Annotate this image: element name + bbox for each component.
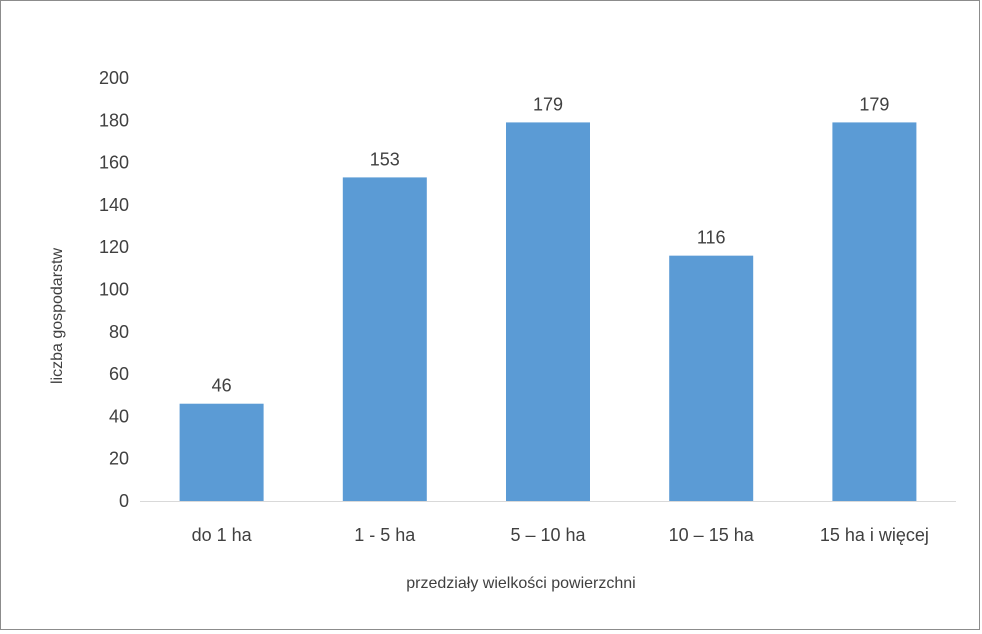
bar <box>179 403 264 501</box>
y-tick-label: 40 <box>109 406 129 426</box>
bars-group <box>179 122 917 501</box>
y-axis-ticks: 0 20 40 60 80 100 120 140 160 180 200 <box>99 68 129 511</box>
data-label: 153 <box>370 149 400 169</box>
x-axis-ticks: do 1 ha 1 - 5 ha 5 – 10 ha 10 – 15 ha 15 ha … <box>192 525 929 545</box>
y-tick-label: 120 <box>99 237 129 257</box>
data-labels-group: 46 153 179 116 179 <box>212 94 890 395</box>
x-tick-label: 10 – 15 ha <box>669 525 755 545</box>
bar <box>342 177 427 501</box>
y-tick-label: 200 <box>99 68 129 88</box>
data-label: 179 <box>533 94 563 114</box>
y-tick-label: 80 <box>109 322 129 342</box>
y-tick-label: 160 <box>99 153 129 173</box>
y-tick-label: 100 <box>99 280 129 300</box>
data-label: 179 <box>859 94 889 114</box>
y-tick-label: 140 <box>99 195 129 215</box>
data-label: 46 <box>212 376 232 396</box>
bar <box>669 255 754 501</box>
y-tick-label: 180 <box>99 110 129 130</box>
y-tick-label: 0 <box>119 491 129 511</box>
x-axis-title: przedziały wielkości powierzchni <box>406 575 635 592</box>
y-tick-label: 20 <box>109 449 129 469</box>
y-tick-label: 60 <box>109 364 129 384</box>
x-tick-label: 1 - 5 ha <box>354 525 416 545</box>
bar <box>506 122 590 501</box>
x-tick-label: do 1 ha <box>192 525 253 545</box>
data-label: 116 <box>697 228 726 248</box>
x-tick-label: 5 – 10 ha <box>510 525 586 545</box>
bar <box>832 122 917 501</box>
y-axis-title: liczba gospodarstw <box>49 248 66 385</box>
x-tick-label: 15 ha i więcej <box>820 525 929 545</box>
